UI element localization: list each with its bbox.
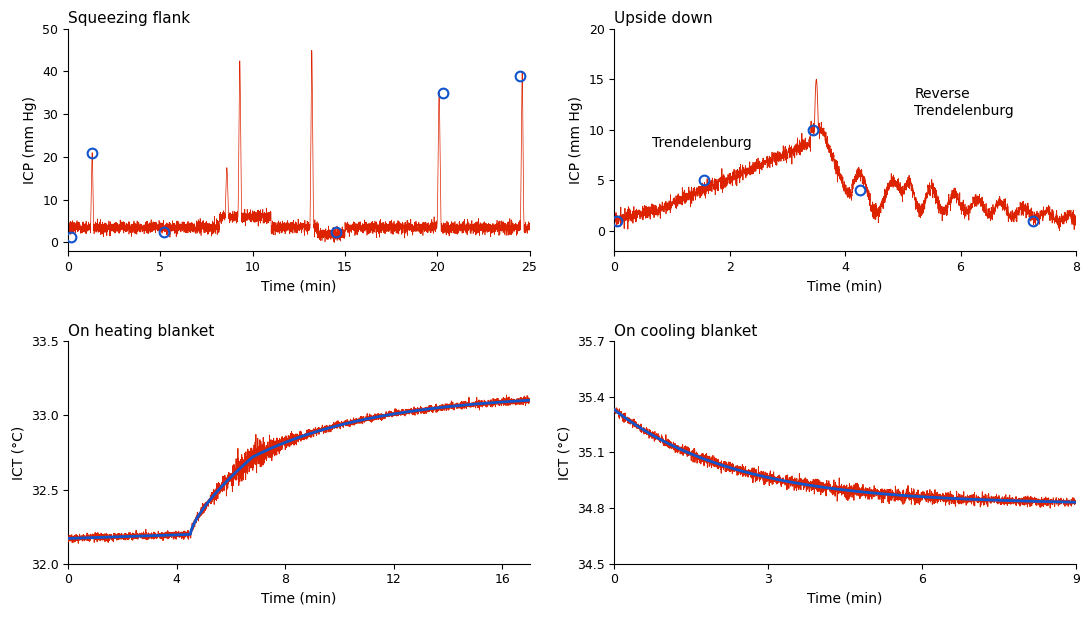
Y-axis label: ICP (mm Hg): ICP (mm Hg) — [23, 96, 37, 184]
Text: On cooling blanket: On cooling blanket — [614, 324, 758, 339]
Text: Squeezing flank: Squeezing flank — [68, 11, 190, 26]
Y-axis label: ICT (°C): ICT (°C) — [558, 425, 572, 479]
X-axis label: Time (min): Time (min) — [261, 592, 336, 606]
Text: Reverse
Trendelenburg: Reverse Trendelenburg — [914, 88, 1015, 118]
Y-axis label: ICT (°C): ICT (°C) — [11, 425, 25, 479]
X-axis label: Time (min): Time (min) — [261, 280, 336, 293]
X-axis label: Time (min): Time (min) — [807, 280, 883, 293]
Y-axis label: ICP (mm Hg): ICP (mm Hg) — [570, 96, 584, 184]
Text: On heating blanket: On heating blanket — [68, 324, 215, 339]
Text: Trendelenburg: Trendelenburg — [652, 136, 752, 150]
X-axis label: Time (min): Time (min) — [807, 592, 883, 606]
Text: Upside down: Upside down — [614, 11, 714, 26]
